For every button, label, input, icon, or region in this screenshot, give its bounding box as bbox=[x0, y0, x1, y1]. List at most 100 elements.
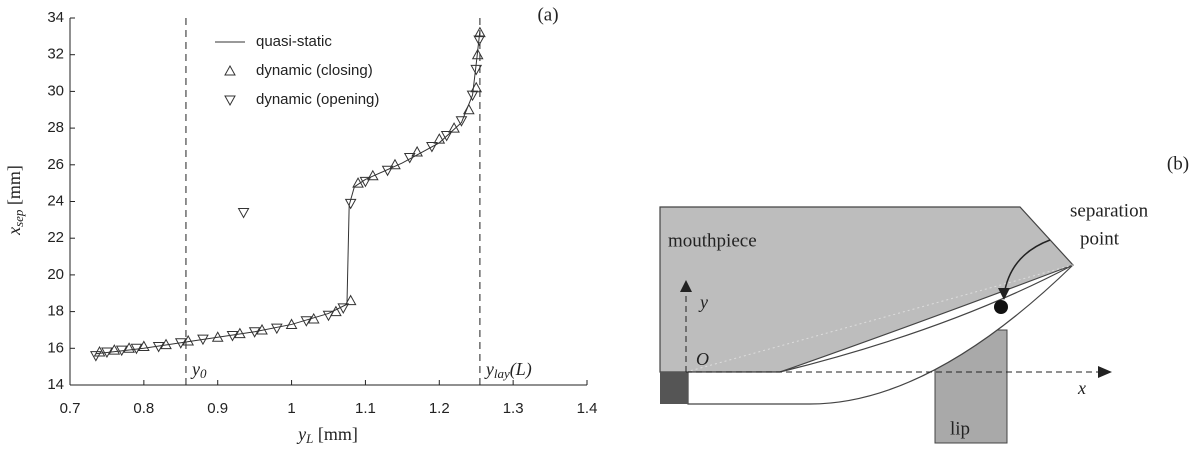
y-tick-label: 34 bbox=[47, 9, 64, 26]
label-part: [mm] bbox=[313, 424, 358, 444]
point bbox=[433, 133, 446, 144]
reed-clamp bbox=[660, 372, 688, 404]
x-tick-label: 1.2 bbox=[429, 400, 450, 417]
arrow-head bbox=[680, 280, 692, 292]
x-tick-label: 0.9 bbox=[207, 400, 228, 417]
label: lip bbox=[950, 418, 970, 439]
diagram: mouthpiece separation point y O x lip (b… bbox=[659, 153, 1189, 444]
point bbox=[237, 208, 250, 219]
point bbox=[160, 338, 172, 350]
point bbox=[381, 165, 394, 177]
point bbox=[322, 310, 335, 322]
point bbox=[152, 341, 165, 353]
y-axis-label: xsep [mm] bbox=[4, 165, 26, 236]
y-tick-label: 30 bbox=[47, 82, 64, 99]
point bbox=[474, 26, 486, 38]
x-tick-label: 1.3 bbox=[503, 400, 524, 417]
label: mouthpiece bbox=[668, 230, 757, 251]
y-tick-label: 32 bbox=[47, 46, 64, 63]
point bbox=[470, 81, 483, 93]
label: O bbox=[696, 349, 709, 369]
x-tick-label: 1.4 bbox=[577, 400, 598, 417]
point bbox=[426, 141, 438, 153]
annotation: y0 bbox=[190, 359, 207, 381]
label-part: x bbox=[4, 227, 24, 236]
legend-swatch bbox=[224, 95, 236, 107]
point bbox=[466, 90, 479, 102]
legend-swatch bbox=[224, 64, 236, 76]
y-tick-label: 24 bbox=[47, 192, 64, 209]
annotation-part: y bbox=[190, 359, 200, 379]
point bbox=[234, 327, 246, 339]
mouthpiece-shape bbox=[659, 206, 1075, 373]
label: separation bbox=[1070, 200, 1149, 221]
point bbox=[108, 344, 121, 355]
y-tick-label: 26 bbox=[47, 156, 64, 173]
label-part: sep bbox=[11, 209, 26, 227]
legend-label: dynamic (closing) bbox=[256, 62, 373, 79]
point bbox=[389, 158, 401, 170]
point bbox=[138, 340, 150, 351]
y-tick-label: 14 bbox=[47, 376, 64, 393]
pointer-arrow bbox=[1003, 239, 1051, 296]
point bbox=[300, 316, 313, 327]
point bbox=[344, 198, 357, 210]
point bbox=[90, 351, 102, 362]
x-axis-label: yL [mm] bbox=[296, 424, 358, 446]
label: point bbox=[1080, 228, 1120, 249]
point bbox=[473, 35, 486, 47]
annotation-part: y bbox=[484, 359, 494, 379]
point bbox=[440, 130, 453, 142]
point bbox=[344, 294, 357, 306]
point bbox=[307, 312, 320, 324]
point bbox=[411, 145, 423, 157]
point bbox=[470, 64, 483, 76]
point bbox=[211, 331, 224, 342]
legend-label: dynamic (opening) bbox=[256, 91, 379, 108]
x-tick-label: 0.8 bbox=[133, 400, 154, 417]
point bbox=[123, 342, 135, 353]
line bbox=[95, 30, 481, 355]
x-tick-label: 1 bbox=[287, 400, 295, 417]
point bbox=[366, 169, 379, 181]
label: y bbox=[698, 292, 708, 312]
point bbox=[101, 347, 113, 358]
separation-point bbox=[994, 300, 1008, 314]
panel-label: (a) bbox=[537, 4, 558, 25]
point bbox=[471, 48, 484, 60]
point bbox=[130, 343, 143, 355]
y-tick-label: 18 bbox=[47, 303, 64, 320]
label-part: L bbox=[305, 431, 313, 446]
y-tick-label: 22 bbox=[47, 229, 64, 246]
annotation-part: (L) bbox=[510, 359, 532, 380]
point bbox=[448, 122, 460, 133]
point bbox=[455, 116, 468, 127]
point bbox=[115, 345, 128, 357]
point bbox=[270, 323, 283, 335]
point bbox=[359, 176, 372, 188]
label: x bbox=[1077, 378, 1086, 398]
x-tick-label: 1.1 bbox=[355, 400, 376, 417]
point bbox=[285, 318, 298, 329]
point bbox=[182, 334, 195, 346]
point bbox=[248, 327, 261, 338]
point bbox=[352, 177, 364, 188]
y-tick-label: 16 bbox=[47, 339, 64, 356]
point bbox=[226, 330, 239, 342]
panel-label: (b) bbox=[1167, 153, 1189, 174]
annotation: ylay(L) bbox=[484, 359, 532, 381]
label-part: y bbox=[296, 424, 306, 444]
arrow-head bbox=[1098, 366, 1112, 378]
point bbox=[462, 103, 475, 115]
point bbox=[197, 334, 209, 346]
arrow-head bbox=[998, 288, 1010, 300]
point bbox=[337, 303, 350, 314]
point bbox=[256, 323, 268, 335]
point bbox=[403, 152, 416, 164]
x-tick-label: 0.7 bbox=[60, 400, 81, 417]
label-part: [mm] bbox=[4, 165, 24, 210]
y-tick-label: 20 bbox=[47, 266, 64, 283]
legend-label: quasi-static bbox=[256, 33, 332, 50]
annotation-part: 0 bbox=[200, 366, 207, 381]
